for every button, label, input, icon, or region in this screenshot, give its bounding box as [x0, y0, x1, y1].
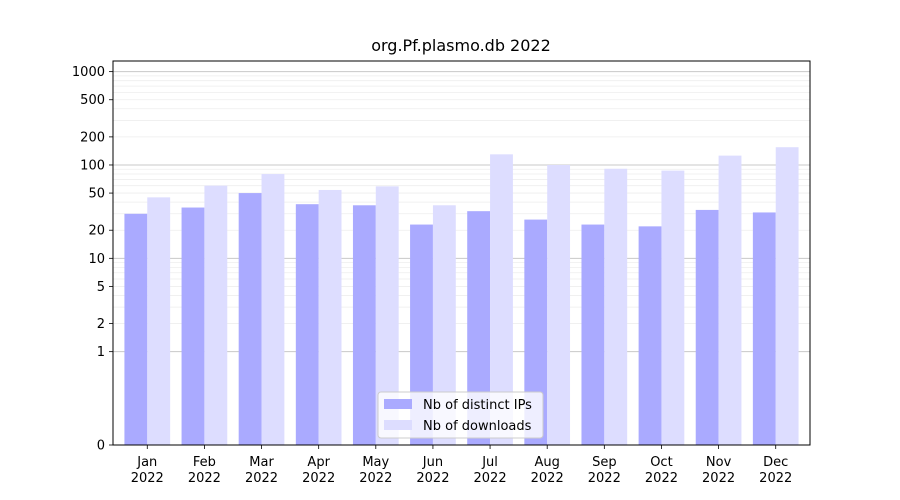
y-tick-label: 1: [97, 345, 105, 360]
bar-downloads: [261, 174, 285, 445]
bars: [124, 147, 799, 446]
legend-label-downloads: Nb of downloads: [423, 419, 532, 434]
x-tick-month: Jan: [136, 455, 157, 470]
y-tick-label: 200: [80, 130, 105, 145]
bar-distinct-ips: [124, 213, 148, 445]
x-tick-year: 2022: [531, 471, 564, 486]
x-tick-month: Mar: [249, 455, 274, 470]
legend: Nb of distinct IPs Nb of downloads: [377, 391, 544, 439]
x-tick-year: 2022: [359, 471, 392, 486]
legend-swatch-distinct-ips: [384, 399, 412, 409]
bar-distinct-ips: [638, 226, 662, 445]
bar-downloads: [775, 147, 799, 445]
bar-downloads: [661, 170, 685, 445]
grid-lines: [113, 71, 810, 353]
x-tick-year: 2022: [245, 471, 278, 486]
bar-downloads: [147, 197, 171, 445]
legend-label-distinct-ips: Nb of distinct IPs: [423, 398, 532, 413]
x-tick-year: 2022: [416, 471, 449, 486]
x-tick-month: Apr: [307, 455, 330, 470]
x-tick-label: May 2022: [359, 455, 392, 486]
x-tick-label: Feb 2022: [188, 455, 221, 486]
x-tick-label: Mar 2022: [245, 455, 278, 486]
y-tick-label: 5: [97, 280, 105, 295]
x-tick-month: Jul: [481, 455, 498, 470]
x-tick-month: Dec: [763, 455, 788, 470]
y-tick-label: 500: [80, 93, 105, 108]
x-tick-month: Nov: [706, 455, 732, 470]
x-tick-year: 2022: [702, 471, 735, 486]
x-tick-label: Jan 2022: [131, 455, 164, 486]
bar-downloads: [490, 154, 513, 445]
y-tick-label: 2: [97, 317, 105, 332]
plot-frame: [112, 60, 811, 446]
y-tick-label: 50: [88, 187, 105, 202]
x-tick-label: Dec 2022: [759, 455, 792, 486]
x-tick-month: Aug: [535, 455, 560, 470]
bar-downloads: [204, 185, 228, 445]
bar-downloads: [547, 164, 571, 446]
bar-distinct-ips: [410, 224, 433, 445]
y-tick-label: 1000: [72, 65, 105, 80]
x-tick-label: Jun 2022: [416, 455, 449, 486]
x-tick-year: 2022: [759, 471, 792, 486]
bar-distinct-ips: [524, 219, 548, 445]
bar-distinct-ips: [295, 204, 319, 445]
bar-distinct-ips: [467, 211, 491, 445]
x-tick-year: 2022: [302, 471, 335, 486]
bar-downloads: [318, 189, 342, 445]
y-tick-label: 10: [88, 252, 105, 267]
chart-title: org.Pf.plasmo.db 2022: [371, 36, 551, 55]
bar-distinct-ips: [352, 205, 376, 445]
bar-downloads: [718, 155, 742, 445]
bar-downloads: [375, 186, 399, 445]
x-tick-month: May: [362, 455, 389, 470]
legend-box: [377, 391, 544, 439]
x-tick-year: 2022: [131, 471, 164, 486]
x-tick-year: 2022: [645, 471, 678, 486]
bar-downloads: [432, 205, 456, 445]
x-tick-year: 2022: [588, 471, 621, 486]
x-tick-label: Sep 2022: [588, 455, 621, 486]
bar-distinct-ips: [238, 193, 262, 445]
x-tick-label: Jul 2022: [474, 455, 507, 486]
x-tick-month: Jun: [422, 455, 443, 470]
x-tick-month: Oct: [650, 455, 672, 470]
bar-distinct-ips: [181, 207, 205, 445]
legend-swatch-downloads: [384, 420, 412, 430]
x-tick-label: Apr 2022: [302, 455, 335, 486]
x-tick-year: 2022: [474, 471, 507, 486]
x-tick-year: 2022: [188, 471, 221, 486]
x-tick-month: Feb: [193, 455, 216, 470]
bar-distinct-ips: [752, 212, 776, 445]
y-tick-label: 100: [80, 158, 105, 173]
bar-distinct-ips: [581, 224, 605, 445]
x-tick-label: Nov 2022: [702, 455, 735, 486]
x-tick-month: Sep: [592, 455, 617, 470]
bar-downloads: [604, 168, 628, 446]
x-tick-label: Aug 2022: [531, 455, 564, 486]
x-tick-label: Oct 2022: [645, 455, 678, 486]
y-tick-label: 0: [97, 439, 105, 454]
y-tick-label: 20: [88, 224, 105, 239]
bar-distinct-ips: [695, 209, 719, 445]
